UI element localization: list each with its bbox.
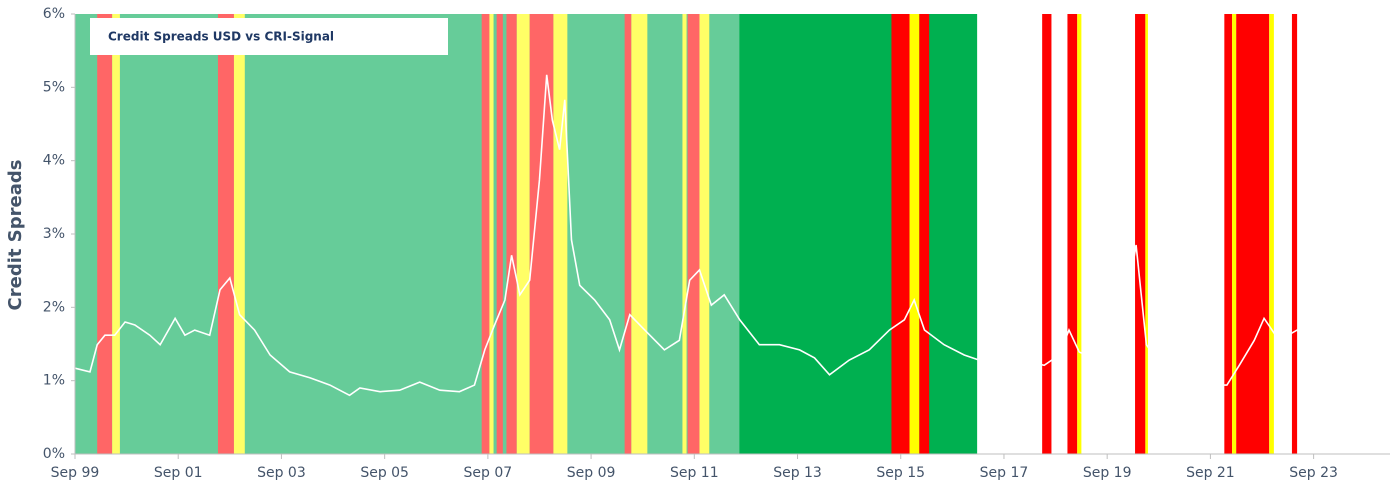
y-tick-label: 5%	[43, 79, 65, 95]
x-tick-label: Sep 13	[773, 465, 822, 481]
signal-region	[891, 14, 910, 454]
signal-region	[631, 14, 648, 454]
signal-region	[217, 14, 234, 454]
x-tick-label: Sep 19	[1083, 465, 1132, 481]
y-tick-label: 4%	[43, 153, 65, 169]
x-tick-label: Sep 15	[876, 465, 925, 481]
x-tick-label: Sep 23	[1289, 465, 1338, 481]
signal-region	[1145, 14, 1148, 454]
signal-region	[553, 14, 568, 454]
x-tick-label: Sep 17	[980, 465, 1029, 481]
signal-region	[481, 14, 490, 454]
signal-region	[506, 14, 517, 454]
y-tick-label: 3%	[43, 226, 65, 242]
signal-region	[1224, 14, 1233, 454]
x-tick-label: Sep 21	[1186, 465, 1235, 481]
signal-region	[1269, 14, 1274, 454]
signal-region	[699, 14, 710, 454]
signal-region	[919, 14, 930, 454]
signal-region	[97, 14, 113, 454]
signal-region	[624, 14, 632, 454]
signal-region	[1232, 14, 1237, 454]
spread-line	[74, 74, 1390, 397]
x-tick-label: Sep 05	[360, 465, 409, 481]
title-box	[90, 18, 448, 55]
signal-region	[1135, 14, 1146, 454]
series-layer	[74, 74, 1390, 397]
signal-region	[909, 14, 920, 454]
signal-region	[1077, 14, 1082, 454]
y-axis-label: Credit Spreads	[5, 160, 26, 311]
x-tick-label: Sep 03	[257, 465, 306, 481]
chart-title: Credit Spreads USD vs CRI-Signal	[108, 30, 334, 44]
y-tick-label: 1%	[43, 373, 65, 389]
signal-region	[739, 14, 978, 454]
signal-regions	[75, 14, 1298, 454]
y-tick-label: 6%	[43, 6, 65, 22]
signal-region	[1042, 14, 1052, 454]
y-tick-label: 0%	[43, 446, 65, 462]
x-tick-label: Sep 07	[464, 465, 513, 481]
signal-region	[516, 14, 530, 454]
y-tick-label: 2%	[43, 299, 65, 315]
signal-region	[1236, 14, 1270, 454]
signal-region	[233, 14, 245, 454]
x-tick-label: Sep 11	[670, 465, 719, 481]
signal-region	[687, 14, 700, 454]
signal-region	[1067, 14, 1078, 454]
signal-region	[496, 14, 503, 454]
signal-region	[529, 14, 554, 454]
signal-region	[1291, 14, 1298, 454]
signal-region	[112, 14, 120, 454]
x-tick-label: Sep 09	[567, 465, 616, 481]
axes: 0% 1% 2% 3% 4% 5% 6% Sep 99 Sep 01 Sep 03 Sep 05 Se…	[43, 6, 1390, 481]
signal-region	[682, 14, 687, 454]
x-tick-label: Sep 99	[51, 465, 100, 481]
x-tick-label: Sep 01	[154, 465, 203, 481]
signal-region	[489, 14, 494, 454]
